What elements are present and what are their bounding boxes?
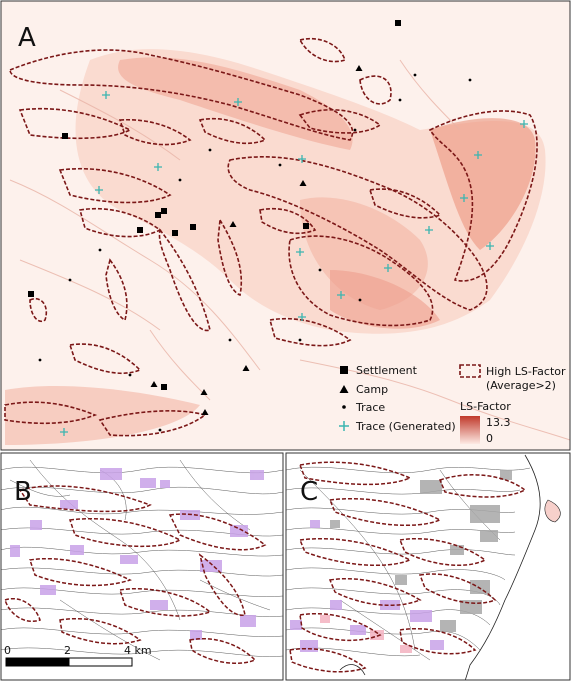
trace-icon: [342, 405, 346, 409]
trace-markers: [38, 73, 472, 432]
legend-ls-max: 13.3: [486, 416, 511, 429]
scale-tick-2: 2: [64, 644, 71, 657]
high-ls-outlines-c: [289, 461, 527, 673]
scale-bar: 0 2 4 km: [4, 644, 152, 667]
panel-c: C: [286, 453, 570, 680]
legend-trace: Trace: [355, 401, 385, 414]
legend-ls-title: LS-Factor: [460, 400, 511, 413]
scale-tick-0: 0: [4, 644, 11, 657]
panel-a-border: [0, 0, 571, 451]
grey-patches-c: [330, 470, 512, 632]
panel-c-label: C: [300, 477, 318, 507]
legend-high-ls: High LS-Factor: [486, 365, 566, 378]
cross-icon: [339, 421, 349, 431]
generated-trace-markers: [60, 91, 528, 436]
settlement-markers: [28, 20, 401, 390]
high-ls-outlines-b: [4, 485, 267, 664]
coastline: [464, 454, 541, 680]
scale-tick-4: 4 km: [124, 644, 152, 657]
coast-islet: [544, 499, 561, 523]
purple-patches-c: [290, 520, 444, 652]
ls-color-ramp: [460, 416, 480, 444]
high-ls-swatch: [459, 364, 481, 378]
legend: Settlement Camp Trace Trace (Generated) …: [339, 364, 566, 445]
legend-ls-min: 0: [486, 432, 493, 445]
panel-b-border: [0, 452, 284, 681]
settlement-icon: [340, 366, 348, 374]
panel-b: 0 2 4 km B: [1, 453, 283, 680]
high-ls-outlines: [4, 38, 538, 437]
panel-b-label: B: [14, 477, 32, 507]
panel-a-label: A: [18, 23, 36, 53]
panel-c-border: [285, 452, 571, 681]
legend-high-ls-note: (Average>2): [486, 379, 556, 392]
camp-icon: [339, 385, 349, 393]
panel-a: Settlement Camp Trace Trace (Generated) …: [1, 1, 570, 450]
legend-camp: Camp: [356, 383, 388, 396]
ls-terrain: [5, 49, 546, 445]
river-mark: [339, 664, 366, 676]
legend-trace-generated: Trace (Generated): [355, 420, 456, 433]
legend-settlement: Settlement: [356, 364, 418, 377]
pink-patches-c: [320, 615, 412, 653]
camp-markers: [150, 65, 363, 415]
